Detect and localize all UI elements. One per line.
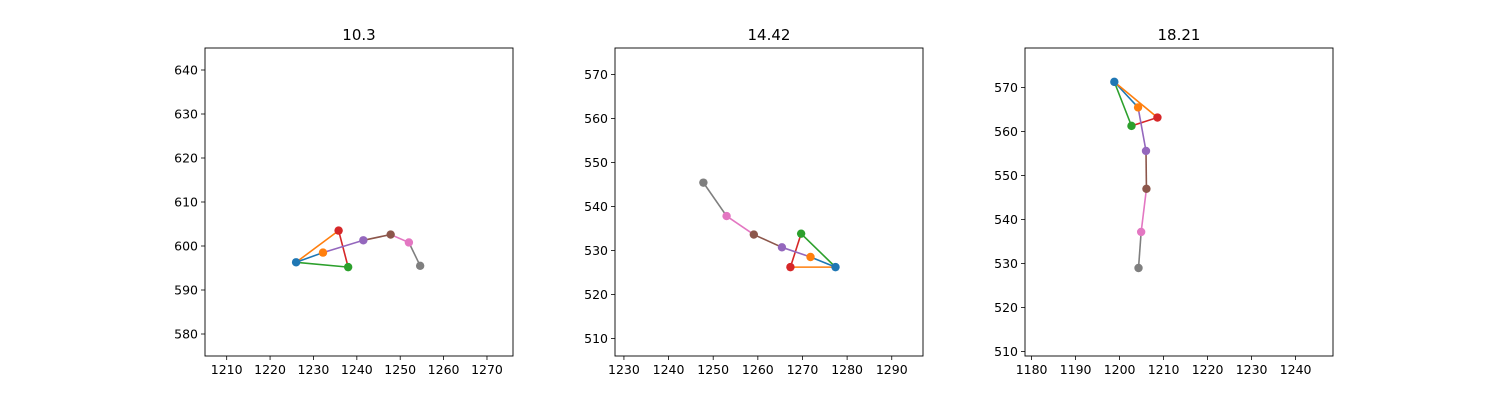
subplot-2: 14.42 1230 1240 1250 1260 1270 1280 1290 510 520 5… <box>584 26 924 377</box>
subplot-3: 18.21 1180 1190 1200 1210 1220 1230 1240 510 520 5… <box>994 26 1334 377</box>
x-tick-label: 1260 <box>742 362 774 377</box>
joint-point <box>1134 263 1143 273</box>
joint-point <box>359 236 368 245</box>
x-tick-label: 1240 <box>341 362 373 377</box>
x-tick-label: 1210 <box>1148 362 1180 377</box>
x-tick-label: 1190 <box>1060 362 1092 377</box>
joint-point <box>1136 227 1146 237</box>
skeleton-segment <box>726 215 755 236</box>
skeleton-segment <box>322 239 364 254</box>
skeleton-segment <box>1137 231 1142 269</box>
subplot-title: 10.3 <box>342 26 375 44</box>
axes-frame <box>614 47 924 357</box>
skeleton-segment <box>810 256 836 268</box>
joint-point <box>1141 146 1151 156</box>
x-tick-label: 1250 <box>697 362 729 377</box>
skeleton-segment <box>408 242 421 267</box>
x-tick-label: 1260 <box>428 362 460 377</box>
subplot-title: 18.21 <box>1158 26 1201 44</box>
y-tick-label: 540 <box>584 199 608 214</box>
subplot-title: 14.42 <box>748 26 791 44</box>
skeleton-segment <box>295 251 324 264</box>
joint-point <box>343 262 353 272</box>
x-tick-label: 1270 <box>787 362 819 377</box>
x-tick-label: 1230 <box>608 362 640 377</box>
y-tick-label: 560 <box>994 124 1018 139</box>
skeleton-segment <box>789 233 802 268</box>
y-tick-label: 610 <box>174 195 198 210</box>
x-tick-label: 1220 <box>1192 362 1224 377</box>
skeleton-segment <box>1113 81 1158 119</box>
y-tick-label: 540 <box>994 212 1018 227</box>
joint-point <box>722 211 731 221</box>
skeleton-segment <box>781 246 811 258</box>
x-tick-label: 1240 <box>1280 362 1312 377</box>
axes-frame <box>204 47 514 357</box>
joint-point <box>777 243 787 252</box>
x-tick-label: 1180 <box>1016 362 1048 377</box>
skeleton-segment <box>1140 188 1148 233</box>
joint-point <box>291 258 301 267</box>
y-tick-label: 520 <box>584 287 608 302</box>
y-tick-label: 600 <box>174 239 198 254</box>
x-tick-label: 1200 <box>1104 362 1136 377</box>
skeleton-segment <box>800 233 837 268</box>
y-tick-label: 550 <box>584 155 608 170</box>
joint-point <box>415 261 425 270</box>
subplot-1: 10.3 1210 1220 1230 1240 1250 1260 1270 580 590 60… <box>174 26 514 377</box>
y-tick-label: 570 <box>584 67 608 82</box>
joint-point <box>1110 77 1119 87</box>
joint-point <box>786 262 795 272</box>
skeleton-segment <box>753 233 783 249</box>
x-tick-label: 1240 <box>653 362 685 377</box>
x-tick-label: 1210 <box>211 362 243 377</box>
joint-point <box>404 238 414 247</box>
x-tick-label: 1250 <box>384 362 416 377</box>
y-tick-label: 640 <box>174 63 198 78</box>
y-tick-label: 530 <box>584 243 608 258</box>
joint-point <box>796 229 806 238</box>
x-tick-label: 1230 <box>298 362 330 377</box>
y-tick-label: 520 <box>994 300 1018 315</box>
joint-point <box>334 226 343 235</box>
y-tick-label: 530 <box>994 256 1018 271</box>
skeleton-segment <box>337 230 349 268</box>
x-tick-label: 1270 <box>471 362 503 377</box>
skeleton-segment <box>702 182 728 217</box>
skeleton-segment <box>296 261 349 268</box>
y-tick-label: 510 <box>994 344 1018 359</box>
x-tick-label: 1220 <box>254 362 286 377</box>
y-tick-label: 550 <box>994 168 1018 183</box>
x-tick-label: 1280 <box>831 362 863 377</box>
joint-point <box>1133 103 1143 112</box>
y-tick-label: 620 <box>174 151 198 166</box>
skeleton-segment <box>363 233 391 242</box>
y-tick-label: 510 <box>584 331 608 346</box>
joint-point <box>1142 184 1151 193</box>
joint-point <box>806 252 815 262</box>
joint-point <box>831 262 840 272</box>
y-tick-label: 590 <box>174 283 198 298</box>
axes-frame <box>1024 47 1334 357</box>
joint-point <box>699 178 708 187</box>
y-tick-label: 570 <box>994 80 1018 95</box>
x-tick-label: 1290 <box>876 362 908 377</box>
skeleton-segment <box>1113 81 1133 127</box>
joint-point <box>749 230 759 239</box>
y-tick-label: 630 <box>174 107 198 122</box>
joint-point <box>1127 121 1136 131</box>
joint-point <box>386 230 395 239</box>
y-tick-label: 560 <box>584 111 608 126</box>
x-tick-label: 1230 <box>1236 362 1268 377</box>
joint-point <box>1153 113 1162 122</box>
skeleton-segment <box>1137 107 1147 152</box>
joint-point <box>318 248 328 257</box>
y-tick-label: 580 <box>174 327 198 342</box>
skeleton-segment <box>295 229 340 263</box>
skeleton-segment <box>1131 116 1158 127</box>
